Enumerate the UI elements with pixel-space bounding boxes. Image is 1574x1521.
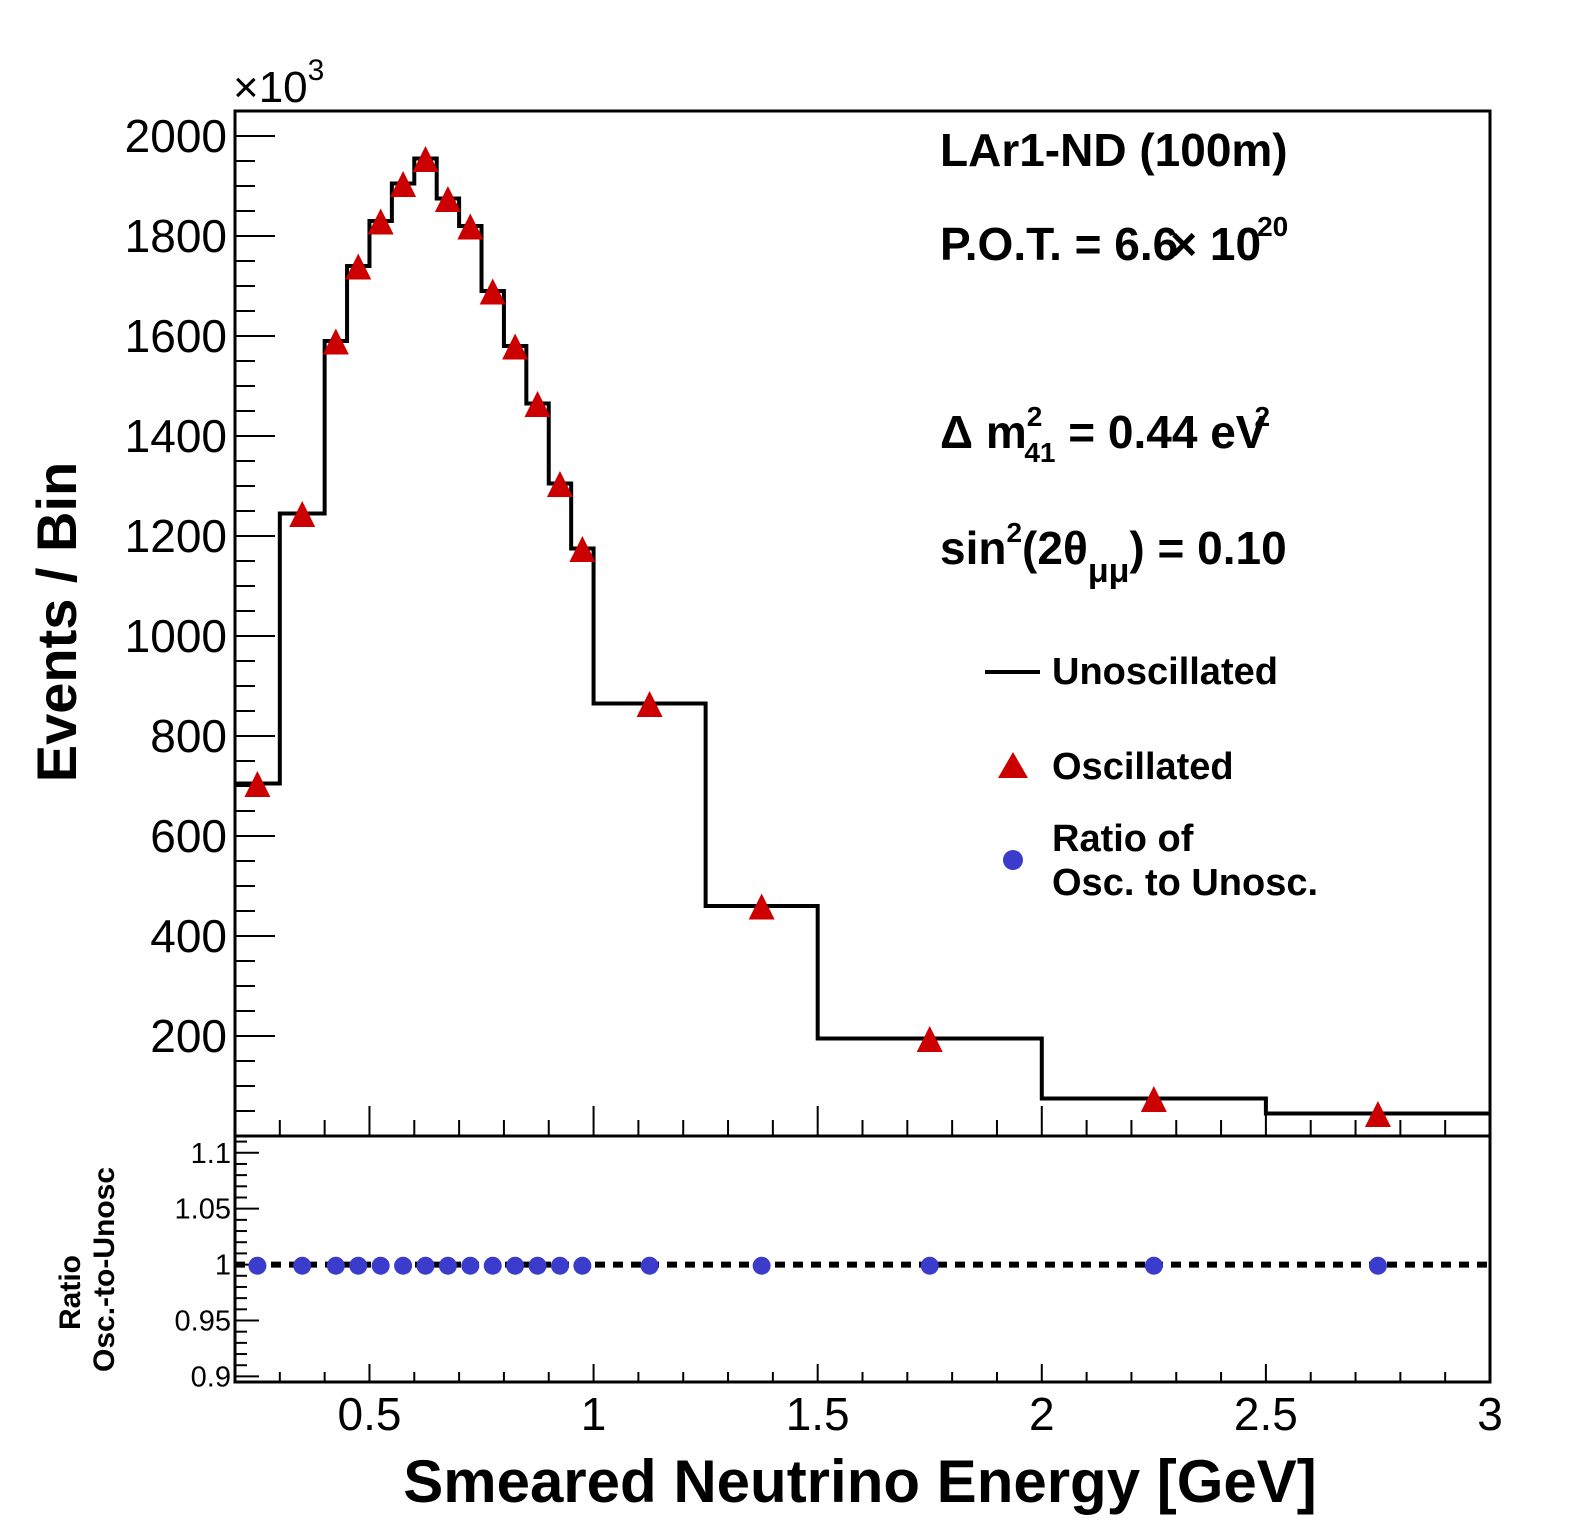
ratio-point [528, 1256, 547, 1275]
oscillated-point [412, 146, 439, 172]
ratio-point [1368, 1256, 1387, 1275]
ratio-point [438, 1256, 457, 1275]
y-tick-label: 1400 [125, 410, 227, 462]
oscillated-point [322, 328, 349, 355]
ratio-point [752, 1256, 771, 1275]
legend-unoscillated: Unoscillated [1052, 651, 1278, 693]
x-axis-title: Smeared Neutrino Energy [GeV] [403, 1448, 1317, 1515]
y-tick-label: 1600 [125, 310, 227, 362]
ratio-y-tick-label: 1.1 [191, 1138, 231, 1170]
oscillated-point [345, 253, 372, 280]
detector-label: LAr1-ND (100m) [940, 124, 1288, 176]
ratio-point [483, 1256, 502, 1275]
oscillated-point [524, 391, 551, 417]
x-tick-label: 1 [581, 1388, 607, 1440]
legend: Unoscillated Oscillated Ratio of Osc. to… [985, 651, 1318, 904]
dm-label: Δ m2 41 = 0.44 eV2 [940, 401, 1270, 468]
x-tick-label: 0.5 [337, 1388, 401, 1440]
ratio-y-tick-label: 1 [215, 1250, 231, 1282]
y-tick-label: 2000 [125, 110, 227, 162]
ratio-point [550, 1256, 569, 1275]
ratio-point [640, 1256, 659, 1275]
y-tick-label: 200 [150, 1010, 227, 1062]
ratio-point [573, 1256, 592, 1275]
oscillated-point [748, 893, 775, 920]
legend-triangle-icon [998, 752, 1028, 778]
ratio-y-tick-label: 1.05 [175, 1194, 231, 1226]
ratio-point [293, 1256, 312, 1275]
x-tick-label: 1.5 [786, 1388, 850, 1440]
x-tick-label: 2.5 [1234, 1388, 1298, 1440]
y-axis-title: Events / Bin [25, 462, 88, 783]
legend-ratio-line2: Osc. to Unosc. [1052, 862, 1318, 904]
oscillated-point [367, 208, 394, 235]
legend-oscillated: Oscillated [1052, 746, 1234, 788]
oscillated-point [457, 213, 484, 240]
y-multiplier: ×103 [233, 54, 324, 112]
oscillated-point [636, 691, 663, 717]
main-panel: 200 400 600 800 1000 1200 1400 1600 1800 2000 [125, 109, 1492, 1138]
ratio-y-title-line2: Osc.-to-Unosc [88, 1167, 121, 1372]
oscillated-point [289, 501, 316, 527]
oscillated-point [390, 171, 417, 197]
ratio-point [248, 1256, 267, 1275]
pot-label: P.O.T. = 6.6× 1020 [940, 211, 1288, 270]
ratio-y-tick-label: 0.95 [175, 1306, 231, 1338]
legend-ratio-line1: Ratio of [1052, 818, 1194, 860]
y-tick-label: 800 [150, 710, 227, 762]
ratio-point [461, 1256, 480, 1275]
y-tick-label: 1800 [125, 210, 227, 262]
oscillated-point [1364, 1101, 1391, 1127]
oscillated-point [1140, 1086, 1167, 1112]
oscillated-point [502, 333, 529, 360]
main-frame [233, 109, 1492, 1138]
y-tick-label: 600 [150, 810, 227, 862]
y-tick-label: 1200 [125, 510, 227, 562]
unoscillated-series-line [235, 156, 1490, 1116]
ratio-y-tick-label: 0.9 [191, 1361, 231, 1393]
x-tick-label: 3 [1477, 1388, 1503, 1440]
oscillated-point [569, 536, 596, 562]
ratio-point [394, 1256, 413, 1275]
y-tick-label: 1000 [125, 610, 227, 662]
ratio-point [506, 1256, 525, 1275]
ratio-point [371, 1256, 390, 1275]
oscillated-point [916, 1026, 943, 1052]
oscillated-point [434, 186, 461, 212]
ratio-point [416, 1256, 435, 1275]
ratio-point [349, 1256, 368, 1275]
sin-label: sin2(2θμμ) = 0.10 [940, 517, 1287, 590]
oscillated-point [244, 771, 271, 797]
y-tick-label: 400 [150, 910, 227, 962]
x-tick-label: 2 [1029, 1388, 1055, 1440]
oscillated-point [546, 471, 573, 497]
ratio-point [1144, 1256, 1163, 1275]
legend-circle-icon [1003, 850, 1023, 870]
oscillated-point [479, 278, 506, 305]
ratio-y-title-line1: Ratio [54, 1255, 87, 1330]
ratio-panel: 0.5 1 1.5 2 2.5 3 0.9 0.95 1 1.05 1.1 [175, 1134, 1503, 1440]
ratio-point [920, 1256, 939, 1275]
ratio-point [326, 1256, 345, 1275]
